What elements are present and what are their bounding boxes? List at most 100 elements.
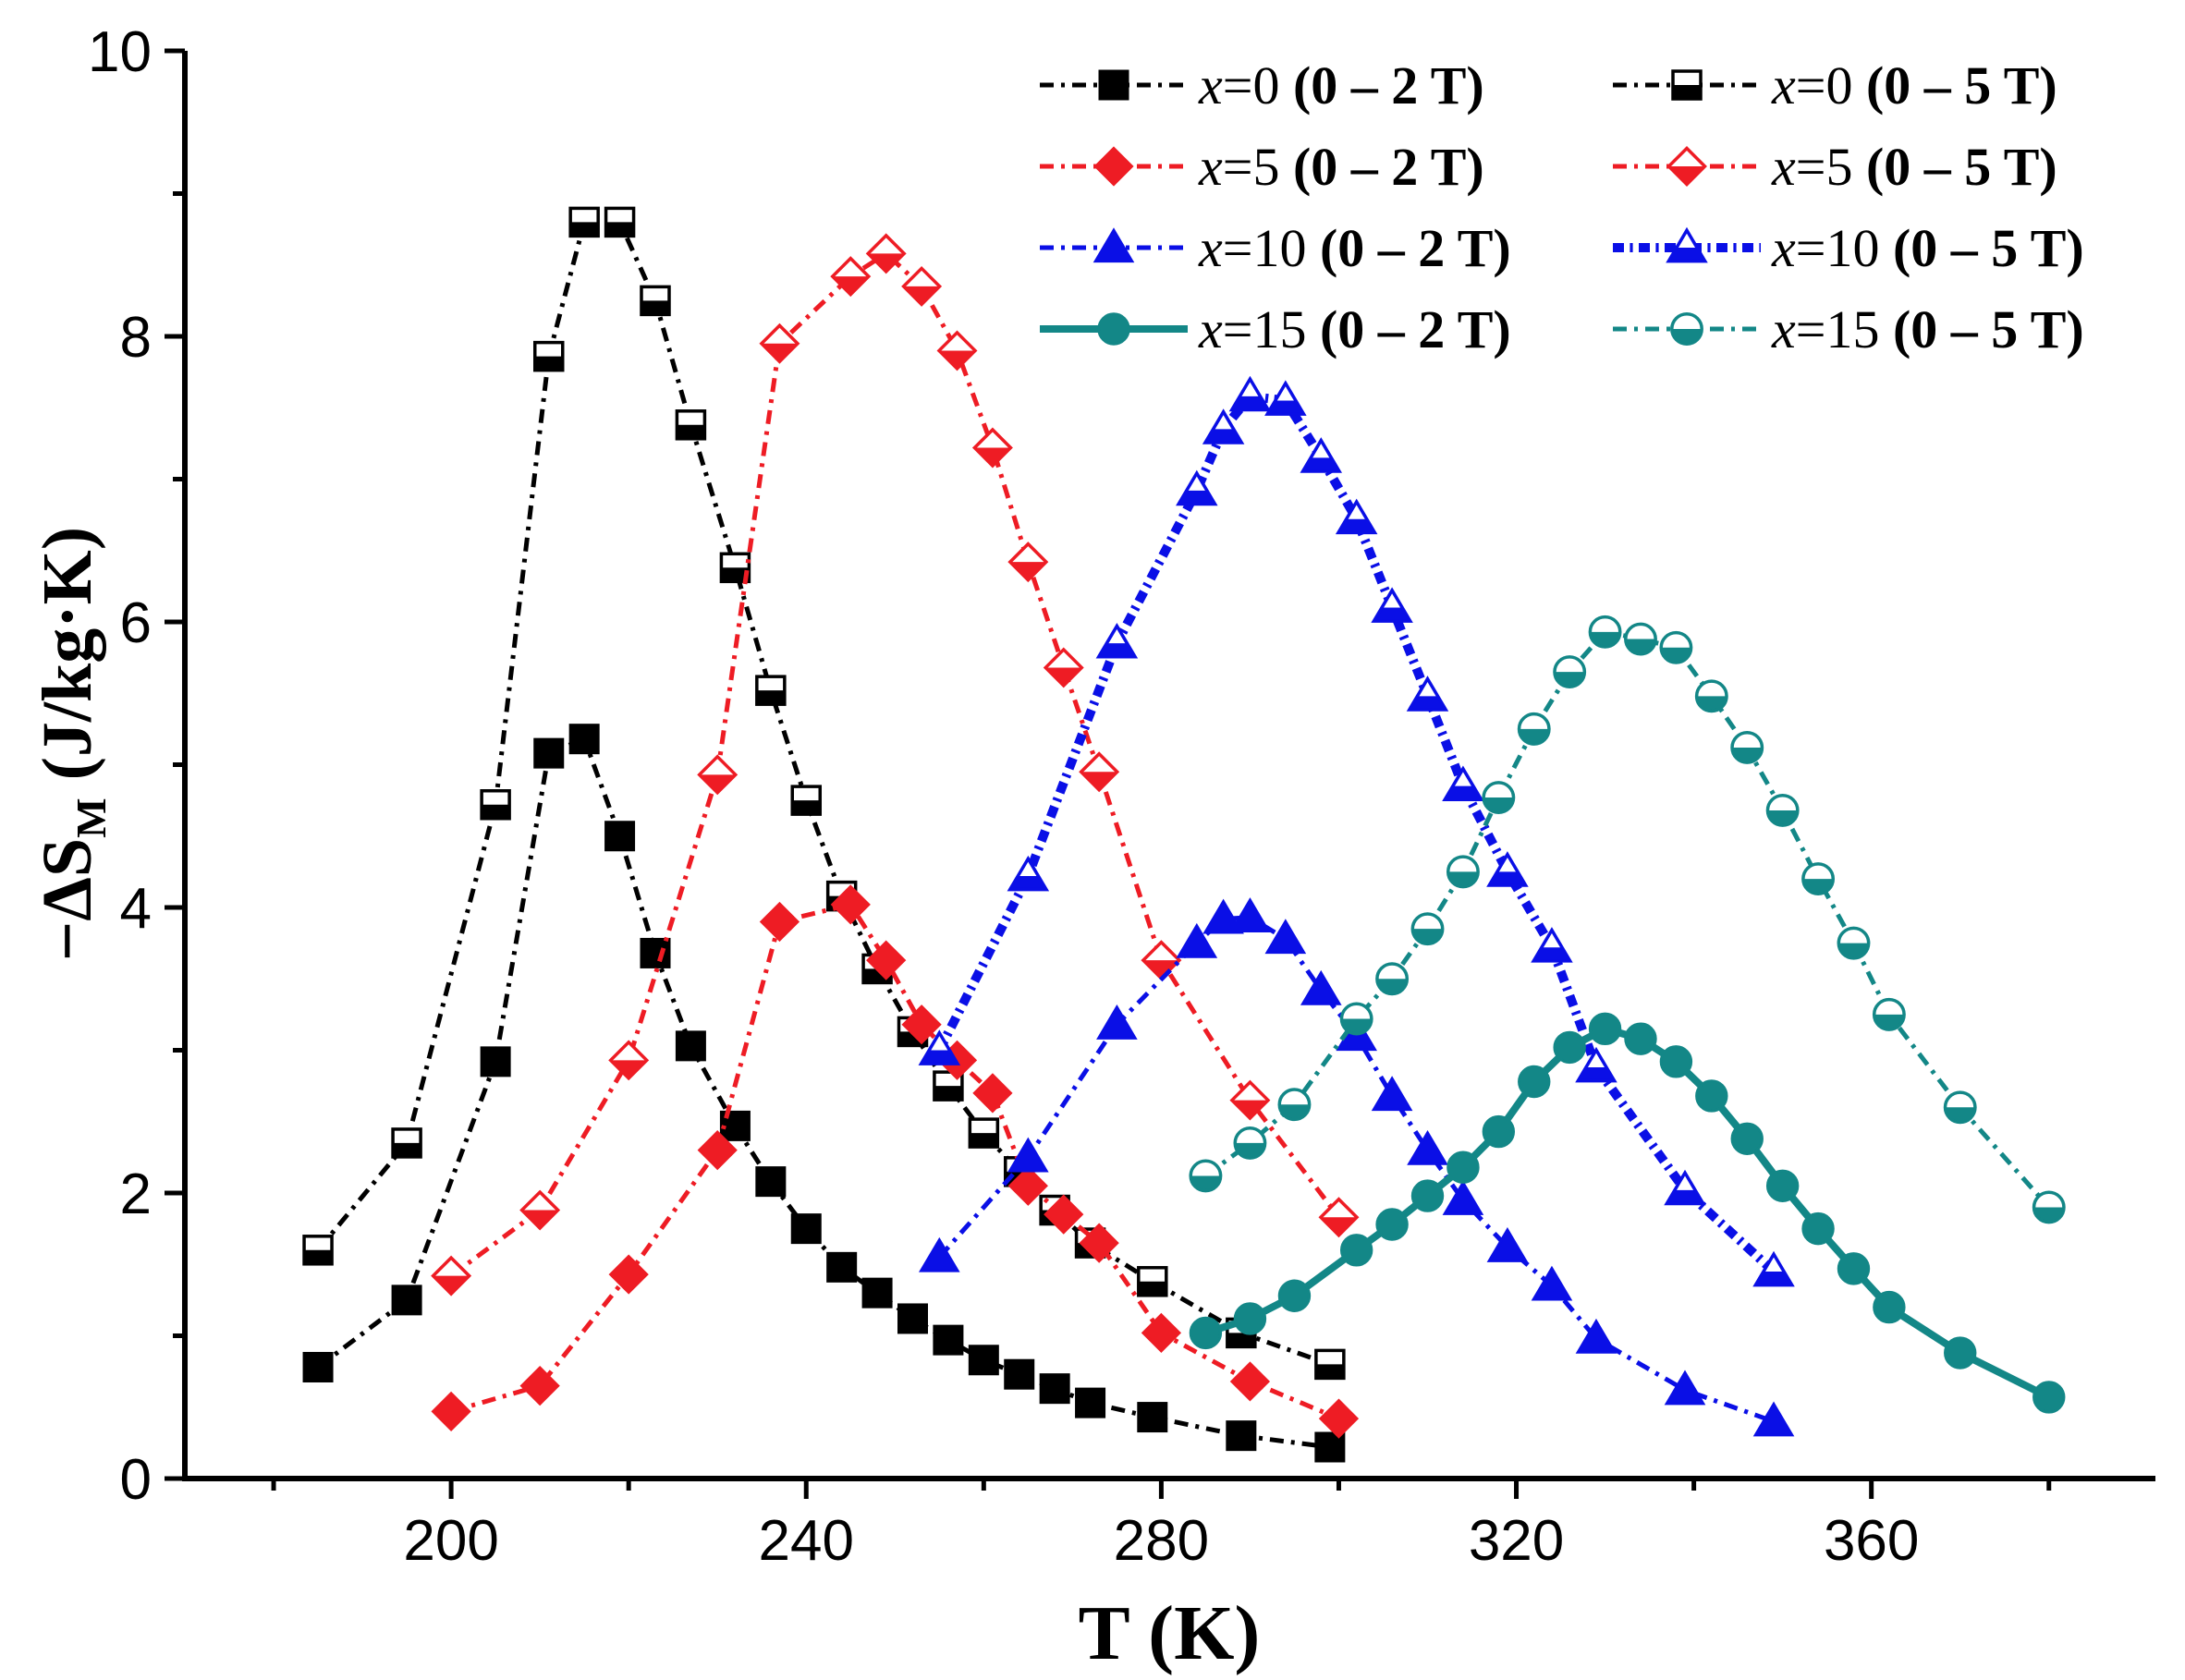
- legend-label-value: =0: [1223, 55, 1293, 116]
- legend-label-field: (0 – 5 T): [1893, 218, 2084, 278]
- series-7-point-outline: [2032, 1190, 2066, 1224]
- series-6-point: [1277, 1279, 1312, 1312]
- series-6-point-shape: [1837, 1252, 1871, 1285]
- series-1-point: [675, 409, 707, 441]
- legend-label-value: =5: [1796, 137, 1866, 197]
- series-3-point-outline: [936, 330, 978, 371]
- legend-label-field: (0 – 2 T): [1320, 299, 1511, 359]
- series-0-point-shape: [719, 1110, 751, 1141]
- legend-label-var: x: [1198, 55, 1223, 116]
- series-1-point-outline: [532, 340, 565, 372]
- series-7-point: [1872, 997, 1906, 1031]
- series-6-point-shape: [1482, 1114, 1516, 1149]
- legend-swatch-marker: [1097, 312, 1130, 346]
- y-tick-label: 4: [120, 877, 152, 941]
- series-1-point-outline: [755, 675, 787, 706]
- series-5-point-outline: [1176, 469, 1218, 506]
- series-3: [431, 233, 1360, 1297]
- series-5-point: [1442, 765, 1484, 802]
- series-3-point-half-fill: [699, 774, 736, 793]
- series-7-point: [1277, 1088, 1312, 1122]
- series-0-point: [480, 1046, 511, 1077]
- series-1-point-outline: [640, 285, 671, 317]
- series-1-point-outline: [302, 1235, 334, 1266]
- x-tick-label: 240: [759, 1509, 854, 1573]
- legend-label-value: =5: [1223, 137, 1293, 197]
- series-5-point-half-fill: [1231, 396, 1269, 410]
- series-1-point-half-fill: [304, 1249, 333, 1264]
- series-6-point: [1730, 1122, 1764, 1155]
- series-2-point: [608, 1254, 649, 1295]
- series-0-point: [302, 1351, 334, 1382]
- series-3-point-outline: [431, 1255, 472, 1297]
- series-4-point-shape: [1096, 1004, 1138, 1040]
- series-5-point-half-fill: [1533, 947, 1570, 961]
- series-0-point: [568, 724, 600, 755]
- series-0-point: [968, 1345, 999, 1376]
- series-7-point-outline: [1730, 731, 1764, 764]
- series-3-point: [971, 427, 1013, 469]
- series-3-point-outline: [697, 754, 739, 796]
- series-7-point-outline: [1446, 855, 1480, 889]
- series-3-point-half-fill: [610, 1060, 647, 1078]
- series-7-point-outline: [1943, 1090, 1977, 1125]
- series-7-point-outline: [1694, 679, 1728, 713]
- series-7-point: [1553, 655, 1587, 689]
- series-5-point-half-fill: [1489, 871, 1526, 885]
- series-2-point-shape: [866, 940, 907, 980]
- series-1-point: [568, 206, 600, 238]
- series-1-point-outline: [604, 206, 636, 238]
- series-6-point: [1233, 1302, 1267, 1335]
- legend-label-var: x: [1198, 299, 1223, 359]
- series-2: [431, 884, 1360, 1439]
- series-4-point-shape: [1752, 1401, 1795, 1437]
- series-3-point: [1079, 751, 1120, 793]
- series-0-point-shape: [790, 1213, 822, 1245]
- series-0-point-shape: [897, 1303, 928, 1334]
- series-6-point: [2032, 1381, 2066, 1414]
- series-2-point-shape: [1044, 1194, 1084, 1235]
- series-5-point-outline: [918, 1029, 961, 1065]
- legend-label-var: x: [1771, 218, 1796, 278]
- series-3-point-half-fill: [521, 1210, 558, 1229]
- series-1-point-outline: [568, 206, 600, 238]
- x-tick-label: 360: [1824, 1509, 1919, 1573]
- series-2-point-shape: [697, 1130, 738, 1171]
- series-1-point-half-fill: [970, 1133, 998, 1148]
- series-3-point-half-fill: [1080, 772, 1117, 790]
- series-4-point: [1486, 1227, 1529, 1262]
- series-4-point: [1096, 1004, 1138, 1040]
- series-2-point-shape: [1229, 1361, 1271, 1402]
- series-7-point: [1233, 1126, 1267, 1160]
- x-axis-title: T (K): [1079, 1590, 1261, 1676]
- series-1-point-outline: [968, 1117, 1000, 1149]
- series-2-point: [519, 1365, 560, 1406]
- series-3-point-outline: [971, 427, 1013, 469]
- series-0-point-shape: [1039, 1373, 1070, 1405]
- series-3-point-outline: [608, 1040, 650, 1081]
- series-7-point: [1943, 1090, 1977, 1125]
- series-1-point-half-fill: [756, 690, 785, 705]
- series-4-point-shape: [1407, 1129, 1448, 1165]
- series-1-point-half-fill: [1227, 1333, 1255, 1347]
- series-6-point-shape: [1277, 1279, 1312, 1312]
- series-5-point: [1335, 498, 1378, 535]
- series-5-point-outline: [1442, 765, 1484, 802]
- series-6-point-shape: [1553, 1030, 1586, 1065]
- series-7-point: [1588, 615, 1622, 649]
- series-5-point: [1264, 380, 1307, 416]
- series-1-point-outline: [719, 552, 751, 584]
- series-7-point-outline: [1233, 1126, 1267, 1160]
- series-7-point: [1339, 1002, 1373, 1036]
- series-7-point-outline: [1765, 793, 1800, 827]
- series-6-point-shape: [1446, 1150, 1480, 1184]
- legend-label: x=10 (0 – 2 T): [1198, 218, 1511, 278]
- series-6-point: [1659, 1045, 1693, 1078]
- series-5-point-half-fill: [1267, 400, 1304, 415]
- series-0-point-shape: [568, 724, 600, 755]
- legend-swatch-marker: [1093, 146, 1134, 187]
- series-5: [918, 375, 1795, 1287]
- series-7-point: [1837, 926, 1871, 960]
- series-1-point-outline: [1314, 1348, 1346, 1381]
- series-0-point: [1137, 1402, 1168, 1433]
